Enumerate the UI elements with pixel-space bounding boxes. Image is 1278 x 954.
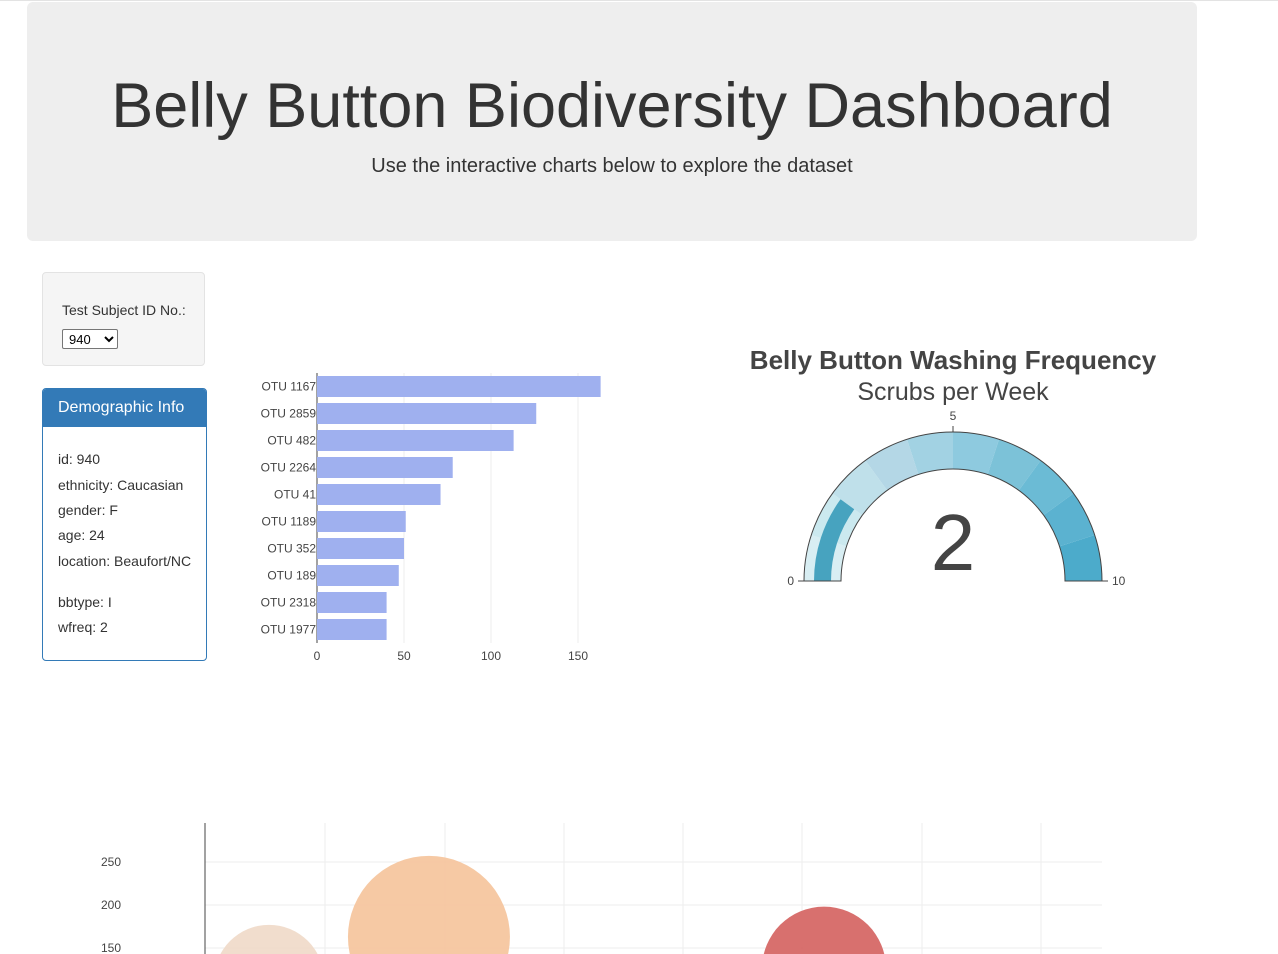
subject-id-select[interactable]: 940 — [62, 329, 118, 349]
bubble — [347, 855, 510, 954]
y-tick-label: OTU 1977 — [261, 623, 317, 637]
bar — [317, 430, 514, 451]
y-tick-label: OTU 1167 — [262, 380, 317, 394]
bar — [317, 376, 601, 397]
bar — [317, 592, 387, 613]
y-tick-label: OTU 1189 — [262, 515, 317, 529]
y-tick-label: 250 — [101, 855, 121, 869]
gauge-value: 2 — [931, 498, 976, 587]
subject-selector-label: Test Subject ID No.: — [62, 302, 186, 318]
gauge-outline — [803, 431, 1103, 582]
bubble — [763, 906, 885, 954]
demographic-info-title: Demographic Info — [43, 389, 206, 427]
y-tick-label: OTU 2264 — [261, 461, 317, 475]
y-tick-label: OTU 2859 — [261, 407, 317, 421]
x-tick-label: 100 — [481, 649, 501, 663]
bar — [317, 511, 406, 532]
bar — [317, 538, 404, 559]
x-tick-label: 50 — [397, 649, 411, 663]
bar — [317, 484, 441, 505]
gauge-tick-label: 0 — [787, 574, 794, 588]
demographic-item: ethnicity: Caucasian — [58, 477, 184, 493]
otu-bar-chart: 0 50 100 150 OTU 1167 OTU 2859 OTU 482 OTU 2264… — [261, 373, 601, 663]
x-tick-label: 150 — [568, 649, 588, 663]
y-tick-label: 150 — [101, 941, 121, 954]
y-tick-label: OTU 482 — [267, 434, 316, 448]
demographic-info-panel: Demographic Info id: 940 ethnicity: Cauc… — [42, 388, 207, 661]
bar — [317, 403, 537, 424]
bar — [317, 619, 387, 640]
demographic-item: location: Beaufort/NC — [58, 553, 192, 569]
otu-bubble-chart: 150 200 250 — [101, 823, 1102, 954]
gauge-tick-label: 10 — [1112, 574, 1126, 588]
gauge-tick-label: 5 — [950, 409, 957, 423]
demographic-item: wfreq: 2 — [58, 619, 108, 635]
x-tick-label: 0 — [314, 649, 321, 663]
gauge-subtitle: Scrubs per Week — [857, 378, 1049, 406]
wash-frequency-gauge: Belly Button Washing Frequency Scrubs per… — [750, 345, 1157, 588]
page-title: Belly Button Biodiversity Dashboard — [111, 71, 1113, 141]
y-tick-label: OTU 2318 — [261, 596, 317, 610]
y-tick-label: OTU 41 — [274, 488, 316, 502]
gauge-step — [906, 432, 953, 475]
gauge-title: Belly Button Washing Frequency — [750, 345, 1157, 375]
demographic-item: bbtype: I — [58, 594, 112, 610]
gauge-step — [1059, 534, 1102, 581]
gauge-value-bar — [814, 499, 855, 581]
demographic-item: age: 24 — [58, 527, 105, 543]
gauge-step — [953, 432, 1000, 475]
bar — [317, 565, 399, 586]
top-border — [0, 0, 1278, 1]
y-tick-label: OTU 189 — [267, 569, 316, 583]
y-tick-label: 200 — [101, 898, 121, 912]
bar — [317, 457, 453, 478]
header-banner: Belly Button Biodiversity Dashboard Use … — [27, 2, 1197, 241]
page-subtitle: Use the interactive charts below to expl… — [371, 155, 853, 177]
bubble — [220, 924, 318, 954]
y-tick-label: OTU 352 — [267, 542, 316, 556]
subject-selector-panel: Test Subject ID No.: 940 — [42, 272, 205, 366]
demographic-item: gender: F — [58, 502, 118, 518]
demographic-item: id: 940 — [58, 451, 101, 467]
